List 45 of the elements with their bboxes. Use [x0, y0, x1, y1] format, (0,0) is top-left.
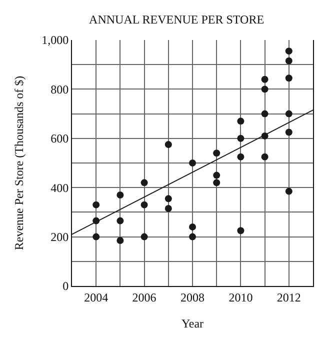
point — [285, 57, 292, 64]
point — [285, 128, 292, 136]
y-tick-label: 400 — [50, 180, 69, 195]
point — [164, 205, 172, 212]
point — [116, 191, 124, 198]
x-tick-label: 2012 — [276, 290, 301, 304]
x-tick-label: 2004 — [84, 290, 108, 304]
x-tick-label: 2010 — [228, 290, 253, 304]
y-tick-label: 0 — [62, 279, 69, 294]
point — [285, 74, 292, 82]
point — [92, 233, 100, 240]
point — [285, 188, 292, 195]
point — [164, 141, 172, 148]
point — [261, 76, 268, 83]
y-tick-label: 1,000 — [42, 33, 69, 48]
point — [237, 227, 244, 234]
point — [92, 201, 100, 208]
y-tick-label: 800 — [50, 82, 69, 96]
point — [140, 201, 148, 208]
point — [285, 110, 292, 118]
point — [237, 118, 244, 125]
point — [189, 233, 196, 240]
point — [213, 150, 220, 157]
y-tick-label: 200 — [50, 230, 69, 244]
point — [261, 153, 268, 160]
point — [164, 195, 172, 202]
y-axis-title: Revenue Per Store (Thousands of $) — [12, 76, 26, 250]
point — [189, 223, 196, 230]
point — [261, 110, 268, 118]
point — [140, 233, 148, 240]
x-tick-label: 2008 — [180, 290, 204, 304]
y-tick-label: 600 — [50, 132, 69, 146]
point — [116, 236, 124, 244]
point — [285, 48, 292, 55]
x-tick-label: 2006 — [132, 290, 156, 304]
point — [140, 179, 148, 186]
point — [213, 179, 220, 186]
point — [116, 217, 124, 224]
point — [237, 153, 244, 160]
x-axis-title: Year — [181, 316, 204, 330]
point — [189, 160, 196, 166]
point — [237, 134, 244, 142]
chart-title: ANNUAL REVENUE PER STORE — [89, 12, 264, 27]
point — [213, 172, 220, 179]
point — [261, 86, 268, 93]
